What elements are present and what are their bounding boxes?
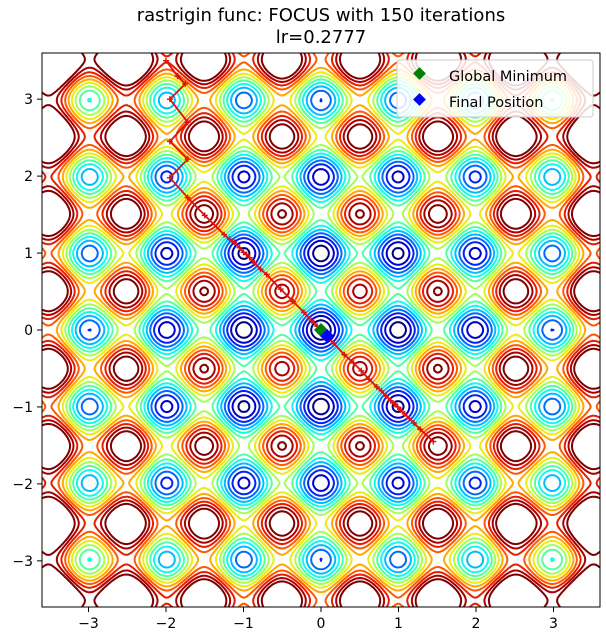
contour-level-24 <box>64 75 578 585</box>
contour-level-42 <box>42 53 600 607</box>
path-step-marker <box>350 360 357 367</box>
x-axis: −3 −2 −1 0 1 2 3 <box>78 607 558 632</box>
y-tick-label: −3 <box>12 554 33 570</box>
path-step-marker <box>184 156 191 163</box>
final-position-marker <box>320 329 335 344</box>
path-step-marker <box>373 383 380 390</box>
path-step-marker <box>358 367 365 374</box>
path-step-marker <box>184 194 191 201</box>
path-step-marker <box>221 231 228 238</box>
contour-level-15 <box>74 85 568 575</box>
path-step-marker <box>417 426 424 433</box>
path-step-marker <box>341 351 348 358</box>
chart-title-line1: rastrigin func: FOCUS with 150 iteration… <box>137 5 505 26</box>
y-tick-label: −2 <box>12 477 33 493</box>
path-step-marker <box>387 397 394 404</box>
path-step-marker <box>394 403 401 410</box>
legend: Global Minimum Final Position <box>396 59 594 118</box>
path-step-marker <box>330 340 337 347</box>
path-step-marker <box>236 244 243 251</box>
path-step-marker <box>201 212 208 219</box>
y-tick-label: 1 <box>24 246 33 262</box>
path-step-marker <box>240 249 247 256</box>
path-step-marker <box>366 376 373 383</box>
chart-title-line2: lr=0.2777 <box>276 27 366 48</box>
y-tick-label: −1 <box>12 400 33 416</box>
y-tick-label: 2 <box>24 169 33 185</box>
path-step-marker <box>300 309 307 316</box>
contour-level-18 <box>71 81 571 579</box>
y-tick-label: 0 <box>24 323 33 339</box>
path-step-marker <box>263 271 270 278</box>
legend-global-minimum-marker <box>413 67 426 80</box>
legend-final-position-label: Final Position <box>449 95 543 111</box>
path-step-marker <box>290 298 297 305</box>
y-axis: −3 −2 −1 0 1 2 3 <box>12 92 42 570</box>
path-step-marker <box>166 138 173 145</box>
path-step-marker <box>401 410 408 417</box>
path-step-marker <box>430 438 437 445</box>
contour-level-30 <box>55 66 587 594</box>
path-step-marker <box>243 251 250 258</box>
plot-area <box>41 52 601 608</box>
x-tick-label: 2 <box>472 616 481 632</box>
path-step-marker <box>184 119 191 126</box>
path-step-marker <box>246 254 253 261</box>
x-tick-label: 1 <box>394 616 403 632</box>
point-markers <box>314 323 335 344</box>
contour-level-21 <box>67 78 575 582</box>
path-step-marker <box>397 407 404 414</box>
path-step-marker <box>182 80 189 87</box>
path-step-marker <box>166 96 173 103</box>
contour-level-6 <box>157 168 485 492</box>
path-step-marker <box>251 260 258 267</box>
path-step-marker <box>406 415 413 422</box>
path-step-marker <box>166 174 173 181</box>
path-step-marker <box>411 420 417 427</box>
path-step-marker <box>277 286 284 293</box>
contour-level-12 <box>79 89 563 571</box>
path-step-marker <box>231 239 238 246</box>
x-tick-label: −2 <box>156 616 177 632</box>
path-step-marker <box>308 317 315 324</box>
contour-level-39 <box>42 53 600 607</box>
contour-level-9 <box>87 98 555 562</box>
path-step-marker <box>163 57 169 64</box>
x-tick-label: 3 <box>549 616 558 632</box>
x-tick-label: −3 <box>78 616 99 632</box>
path-step-marker <box>174 73 181 80</box>
path-step-marker <box>391 400 398 407</box>
legend-global-minimum-label: Global Minimum <box>449 69 567 85</box>
path-step-marker <box>257 266 264 273</box>
legend-box <box>396 59 594 118</box>
contour-lines <box>42 53 600 607</box>
y-tick-label: 3 <box>24 92 33 108</box>
path-step-marker <box>383 393 390 400</box>
legend-final-position-marker <box>413 93 426 106</box>
x-tick-label: −1 <box>233 616 254 632</box>
path-step-marker <box>378 387 385 394</box>
path-step-marker <box>226 236 233 243</box>
contour-level-27 <box>60 71 582 589</box>
x-tick-label: 0 <box>317 616 326 632</box>
optimizer-path <box>163 57 437 445</box>
